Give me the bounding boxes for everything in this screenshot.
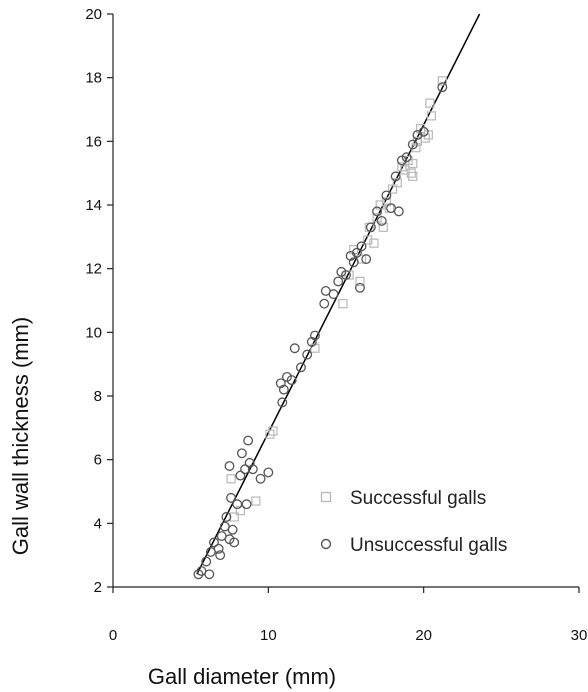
data-point-successful xyxy=(437,76,447,86)
y-tick-label: 20 xyxy=(85,6,102,23)
legend-label-unsuccessful: Unsuccessful galls xyxy=(350,535,507,556)
legend-marker-successful xyxy=(320,491,332,503)
data-point-successful xyxy=(388,184,398,194)
x-tick-label: 20 xyxy=(415,627,432,644)
data-point-unsuccessful xyxy=(247,464,258,475)
data-point-successful xyxy=(425,98,435,108)
x-tick-label: 10 xyxy=(260,627,277,644)
y-tick-label: 16 xyxy=(85,133,102,150)
data-point-unsuccessful xyxy=(351,247,362,258)
data-point-unsuccessful xyxy=(263,467,274,478)
y-tick-label: 4 xyxy=(94,515,102,532)
data-point-successful xyxy=(400,165,410,175)
data-point-unsuccessful xyxy=(236,448,247,459)
axes xyxy=(107,13,580,593)
data-point-unsuccessful xyxy=(381,190,392,201)
data-point-unsuccessful xyxy=(328,289,339,300)
x-axis-title: Gall diameter (mm) xyxy=(148,664,336,689)
data-point-unsuccessful xyxy=(393,206,404,217)
data-point-unsuccessful xyxy=(221,512,232,522)
data-point-unsuccessful xyxy=(361,254,372,265)
data-point-successful xyxy=(406,168,416,178)
data-point-unsuccessful xyxy=(193,569,204,580)
data-point-unsuccessful xyxy=(243,435,254,446)
data-point-unsuccessful xyxy=(341,270,351,280)
data-point-unsuccessful xyxy=(224,461,235,471)
data-point-unsuccessful xyxy=(209,537,219,548)
data-points-layer xyxy=(193,76,448,580)
y-tick-label: 8 xyxy=(94,388,102,405)
data-point-successful xyxy=(426,111,437,121)
data-point-unsuccessful xyxy=(235,470,246,481)
y-tick-label: 2 xyxy=(94,579,102,596)
data-point-unsuccessful xyxy=(376,215,387,226)
data-point-unsuccessful xyxy=(401,152,412,163)
tick-labels: 2 4 6 8 10 12 14 16 18 20 0 10 20 30 xyxy=(85,6,587,644)
data-point-unsuccessful xyxy=(277,397,288,408)
data-point-unsuccessful xyxy=(355,282,365,293)
data-point-unsuccessful xyxy=(227,524,238,535)
data-point-unsuccessful xyxy=(240,464,250,475)
data-point-unsuccessful xyxy=(275,378,286,389)
data-point-unsuccessful xyxy=(244,457,255,468)
data-point-successful xyxy=(378,222,388,232)
data-point-unsuccessful xyxy=(289,343,300,354)
data-point-unsuccessful xyxy=(348,257,359,268)
data-point-unsuccessful xyxy=(296,362,306,373)
y-tick-label: 14 xyxy=(85,197,102,214)
data-point-successful xyxy=(397,162,407,172)
data-point-unsuccessful xyxy=(319,298,330,309)
data-point-successful xyxy=(369,238,379,248)
y-tick-label: 6 xyxy=(94,452,102,469)
data-point-unsuccessful xyxy=(309,330,320,341)
data-point-successful xyxy=(381,197,391,207)
data-point-unsuccessful xyxy=(407,139,418,150)
legend-label-successful: Successful galls xyxy=(350,488,486,509)
data-point-unsuccessful xyxy=(226,492,237,503)
legend: Successful galls Unsuccessful galls xyxy=(320,488,507,556)
y-tick-label: 18 xyxy=(85,70,102,87)
data-point-successful xyxy=(392,178,402,188)
x-tick-label: 30 xyxy=(571,627,588,644)
data-point-unsuccessful xyxy=(255,473,266,484)
data-point-unsuccessful xyxy=(418,126,429,137)
data-point-successful xyxy=(226,474,236,484)
data-point-unsuccessful xyxy=(278,384,289,395)
data-point-unsuccessful xyxy=(286,375,297,386)
data-point-unsuccessful xyxy=(333,276,344,287)
data-point-successful xyxy=(363,235,373,245)
y-tick-label: 12 xyxy=(85,261,102,278)
data-point-successful xyxy=(268,426,278,436)
y-axis-title: Gall wall thickness (mm) xyxy=(8,317,33,555)
legend-marker-unsuccessful xyxy=(320,538,332,550)
data-point-unsuccessful xyxy=(213,543,224,554)
x-tick-label: 0 xyxy=(109,627,117,644)
data-point-unsuccessful xyxy=(241,499,252,510)
data-point-unsuccessful xyxy=(201,556,212,567)
data-point-unsuccessful xyxy=(356,241,367,252)
data-point-unsuccessful xyxy=(232,499,243,510)
data-point-successful xyxy=(338,299,348,309)
data-point-unsuccessful xyxy=(345,250,356,261)
data-point-unsuccessful xyxy=(412,130,423,140)
y-tick-label: 10 xyxy=(85,324,102,341)
data-point-successful xyxy=(355,276,365,286)
data-point-successful xyxy=(408,159,418,169)
data-point-unsuccessful xyxy=(390,171,401,182)
data-point-successful xyxy=(408,171,418,181)
data-point-unsuccessful xyxy=(229,537,240,548)
data-point-unsuccessful xyxy=(204,569,215,580)
data-point-unsuccessful xyxy=(372,206,383,217)
data-point-unsuccessful xyxy=(215,550,226,561)
data-point-unsuccessful xyxy=(306,336,317,347)
data-point-successful xyxy=(265,429,275,439)
data-point-successful xyxy=(411,143,421,153)
data-point-unsuccessful xyxy=(302,349,313,360)
data-point-successful xyxy=(251,496,261,506)
data-point-unsuccessful xyxy=(437,82,448,93)
data-point-unsuccessful xyxy=(365,222,376,233)
